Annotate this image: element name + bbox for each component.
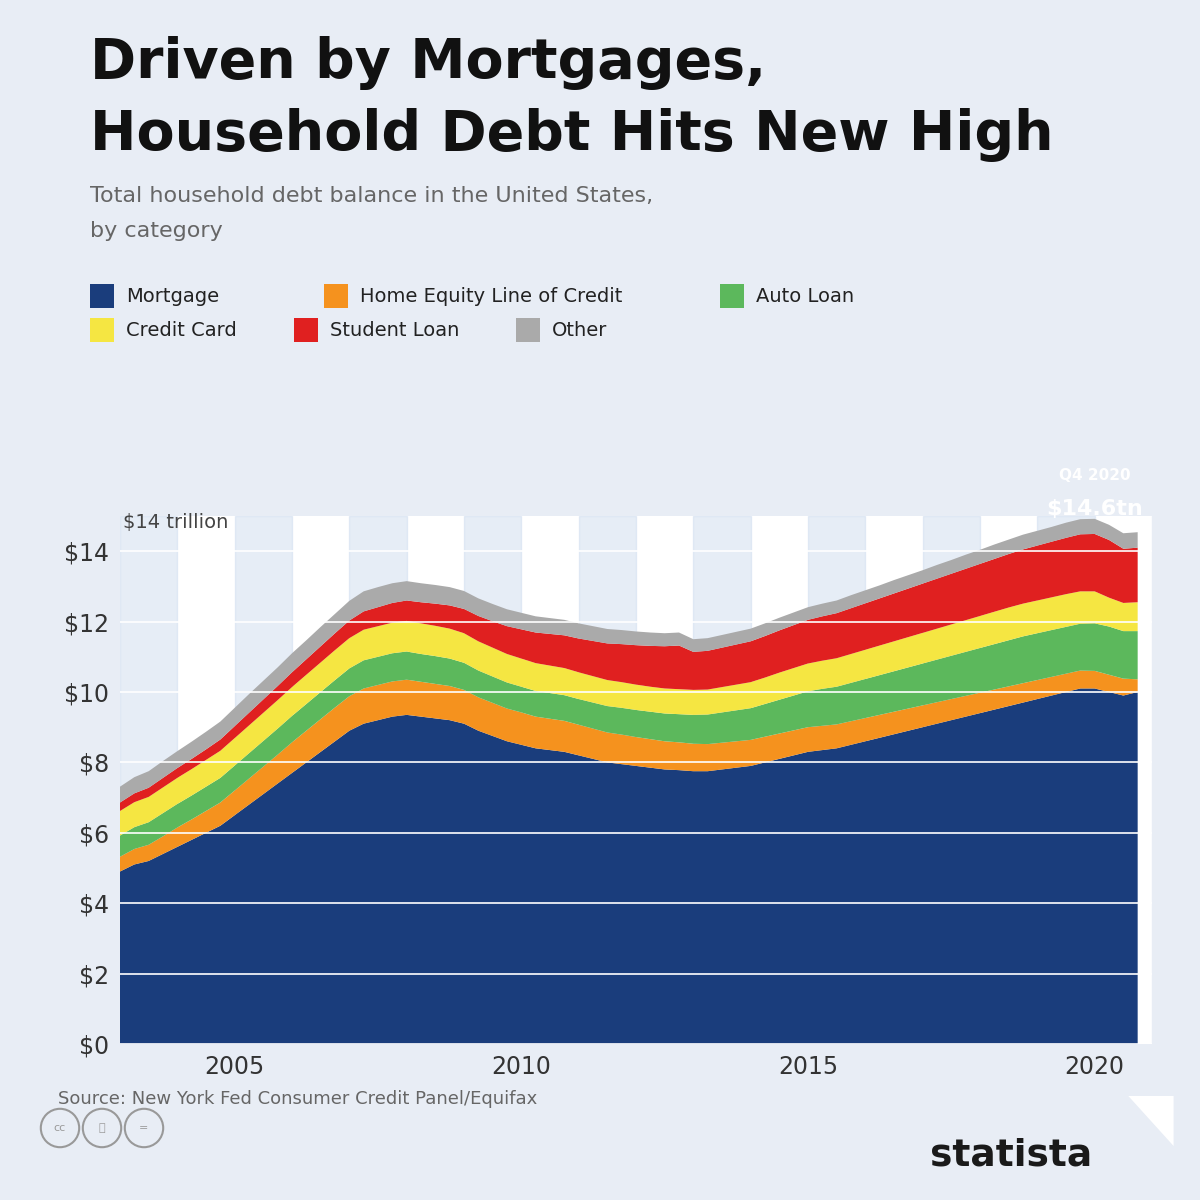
Bar: [694, 516, 751, 1044]
Bar: [235, 516, 292, 1044]
Text: Household Debt Hits New High: Household Debt Hits New High: [90, 108, 1054, 162]
Text: statista: statista: [930, 1138, 1092, 1174]
Text: Other: Other: [552, 320, 607, 340]
Bar: [464, 516, 521, 1044]
Bar: [578, 516, 636, 1044]
Text: Student Loan: Student Loan: [330, 320, 460, 340]
Text: Source: New York Fed Consumer Credit Panel/Equifax: Source: New York Fed Consumer Credit Pan…: [58, 1090, 536, 1108]
Text: Auto Loan: Auto Loan: [756, 287, 854, 306]
Polygon shape: [1128, 1096, 1174, 1146]
Text: =: =: [139, 1123, 149, 1133]
Bar: [1037, 516, 1094, 1044]
Text: Mortgage: Mortgage: [126, 287, 220, 306]
Bar: [349, 516, 407, 1044]
Text: cc: cc: [54, 1123, 66, 1133]
Bar: [808, 516, 865, 1044]
Bar: [120, 516, 178, 1044]
Text: Credit Card: Credit Card: [126, 320, 236, 340]
Text: Home Equity Line of Credit: Home Equity Line of Credit: [360, 287, 623, 306]
Text: $14 trillion: $14 trillion: [122, 512, 228, 532]
Bar: [1152, 516, 1200, 1044]
Text: Driven by Mortgages,: Driven by Mortgages,: [90, 36, 766, 90]
Text: Total household debt balance in the United States,: Total household debt balance in the Unit…: [90, 186, 653, 206]
Bar: [923, 516, 980, 1044]
Text: by category: by category: [90, 221, 223, 241]
Text: $14.6tn: $14.6tn: [1046, 498, 1144, 518]
Text: Q4 2020: Q4 2020: [1060, 468, 1130, 482]
Text: ⓘ: ⓘ: [98, 1123, 106, 1133]
